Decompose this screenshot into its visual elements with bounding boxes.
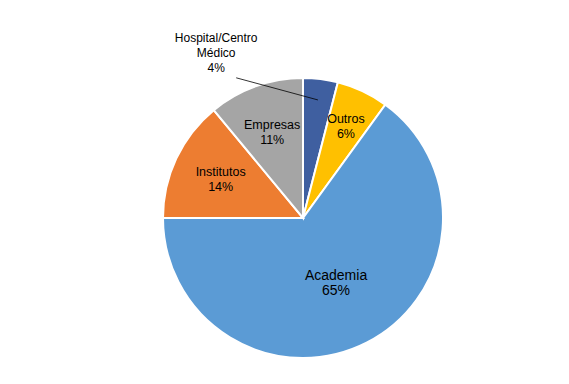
svg-text:Outros6%: Outros6% <box>327 112 365 141</box>
svg-text:Academia65%: Academia65% <box>305 267 367 298</box>
svg-text:Institutos14%: Institutos14% <box>196 165 246 194</box>
svg-text:Hospital/CentroMédico4%: Hospital/CentroMédico4% <box>175 31 258 75</box>
svg-text:Empresas11%: Empresas11% <box>244 118 300 147</box>
